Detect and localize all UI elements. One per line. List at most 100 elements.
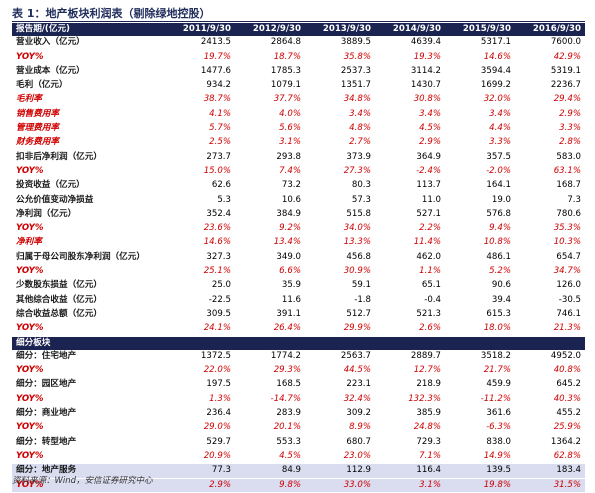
cell-value: -30.5	[515, 293, 585, 308]
cell-value: 4.1%	[165, 107, 235, 123]
cell-value: 39.4	[445, 293, 515, 308]
cell-value: 615.3	[445, 307, 515, 323]
cell-value: 780.6	[515, 207, 585, 223]
row-label: YOY%	[12, 50, 165, 65]
cell-value: 456.8	[305, 250, 375, 266]
row-label: 少数股东损益（亿元）	[12, 278, 165, 294]
cell-value: 654.7	[515, 250, 585, 266]
cell-value: 112.9	[305, 463, 375, 479]
row-label: 扣非后净利润（亿元）	[12, 150, 165, 165]
row-label: YOY%	[12, 420, 165, 436]
cell-value: 63.1%	[515, 164, 585, 180]
cell-value: 4.4%	[445, 121, 515, 137]
cell-value: 2013/9/30	[305, 23, 375, 37]
table-row: 投资收益（亿元） 62.6 73.2 80.3 113.7 164.1 168.7	[12, 178, 585, 194]
cell-value: 13.4%	[235, 235, 305, 251]
row-label: 营业收入（亿元）	[12, 36, 165, 51]
cell-value: 19.8%	[445, 478, 515, 493]
cell-value: -2.4%	[375, 164, 445, 180]
cell-value: 73.2	[235, 178, 305, 194]
cell-value: 90.6	[445, 278, 515, 294]
cell-value: 3.4%	[305, 107, 375, 123]
row-label: YOY%	[12, 264, 165, 280]
cell-value: 680.7	[305, 435, 375, 450]
row-label: 营业成本（亿元）	[12, 64, 165, 80]
cell-value: 4.0%	[235, 107, 305, 123]
cell-value: 2.6%	[375, 321, 445, 337]
cell-value: 40.3%	[515, 392, 585, 408]
cell-value: 30.9%	[305, 264, 375, 280]
cell-value: 27.3%	[305, 164, 375, 180]
cell-value: 3594.4	[445, 64, 515, 80]
cell-value: 13.3%	[305, 235, 375, 251]
cell-value: 5.2%	[445, 264, 515, 280]
cell-value: 25.1%	[165, 264, 235, 280]
cell-value: 23.0%	[305, 449, 375, 465]
cell-value: -11.2%	[445, 392, 515, 408]
cell-value: 1785.3	[235, 64, 305, 80]
table-row: 综合收益总额（亿元） 309.5 391.1 512.7 521.3 615.3 746.1	[12, 307, 585, 323]
row-label: 细分：转型地产	[12, 435, 165, 450]
row-label: 财务费用率	[12, 135, 165, 151]
cell-value: 373.9	[305, 150, 375, 165]
cell-value: 1364.2	[515, 435, 585, 450]
row-label: 综合收益总额（亿元）	[12, 307, 165, 323]
table-row: 毛利率 38.7% 37.7% 34.8% 30.8% 32.0% 29.4%	[12, 92, 585, 108]
cell-value: 34.7%	[515, 264, 585, 280]
cell-value: 24.8%	[375, 420, 445, 436]
cell-value: 62.6	[165, 178, 235, 194]
cell-value: 35.3%	[515, 221, 585, 237]
cell-value: 2016/9/30	[515, 23, 585, 37]
profit-table: 报告期/(亿元) 2011/9/30 2012/9/30 2013/9/30 2014/…	[12, 23, 585, 493]
row-label: 毛利（亿元）	[12, 78, 165, 94]
row-label: 细分：园区地产	[12, 377, 165, 393]
cell-value: 77.3	[165, 463, 235, 479]
cell-value: -6.3%	[445, 420, 515, 436]
cell-value: 21.7%	[445, 363, 515, 379]
cell-value: 3.3%	[445, 135, 515, 151]
cell-value: 29.9%	[305, 321, 375, 337]
cell-value: 35.8%	[305, 50, 375, 65]
table-row: 其他综合收益（亿元） -22.5 11.6 -1.8 -0.4 39.4 -30.5	[12, 293, 585, 308]
cell-value: 5.6%	[235, 121, 305, 137]
cell-value: 283.9	[235, 406, 305, 422]
cell-value: 18.7%	[235, 50, 305, 65]
cell-value: 3889.5	[305, 36, 375, 51]
cell-value: 14.9%	[445, 449, 515, 465]
cell-value: 34.0%	[305, 221, 375, 237]
cell-value: 10.3%	[515, 235, 585, 251]
section-title: 细分板块	[12, 336, 585, 350]
cell-value: 5.3	[165, 193, 235, 208]
cell-value: 515.8	[305, 207, 375, 223]
cell-value: 24.1%	[165, 321, 235, 337]
cell-value: 22.0%	[165, 363, 235, 379]
cell-value: 38.7%	[165, 92, 235, 108]
table-row: 公允价值变动净损益 5.3 10.6 57.3 11.0 19.0 7.3	[12, 193, 585, 208]
cell-value: 19.0	[445, 193, 515, 208]
table-row: 净利润（亿元） 352.4 384.9 515.8 527.1 576.8 780.6	[12, 207, 585, 223]
table-title: 表 1：地产板块利润表（剔除绿地控股）	[12, 7, 211, 20]
table-row: YOY% 19.7% 18.7% 35.8% 19.3% 14.6% 42.9%	[12, 50, 585, 65]
cell-value: 57.3	[305, 193, 375, 208]
cell-value: 4.5%	[235, 449, 305, 465]
row-label: 投资收益（亿元）	[12, 178, 165, 194]
cell-value: 29.0%	[165, 420, 235, 436]
table-row: YOY% 15.0% 7.4% 27.3% -2.4% -2.0% 63.1%	[12, 164, 585, 180]
cell-value: 729.3	[375, 435, 445, 450]
cell-value: 1079.1	[235, 78, 305, 94]
cell-value: 10.8%	[445, 235, 515, 251]
table-row: YOY% 1.3% -14.7% 32.4% 132.3% -11.2% 40.3%	[12, 392, 585, 408]
cell-value: 29.4%	[515, 92, 585, 108]
row-label: YOY%	[12, 392, 165, 408]
cell-value: 553.3	[235, 435, 305, 450]
cell-value: 309.2	[305, 406, 375, 422]
cell-value: -2.0%	[445, 164, 515, 180]
cell-value: 2012/9/30	[235, 23, 305, 37]
cell-value: 25.9%	[515, 420, 585, 436]
cell-value: 37.7%	[235, 92, 305, 108]
cell-value: 2.7%	[305, 135, 375, 151]
cell-value: 218.9	[375, 377, 445, 393]
cell-value: 462.0	[375, 250, 445, 266]
cell-value: 5317.1	[445, 36, 515, 51]
row-label: YOY%	[12, 478, 165, 493]
